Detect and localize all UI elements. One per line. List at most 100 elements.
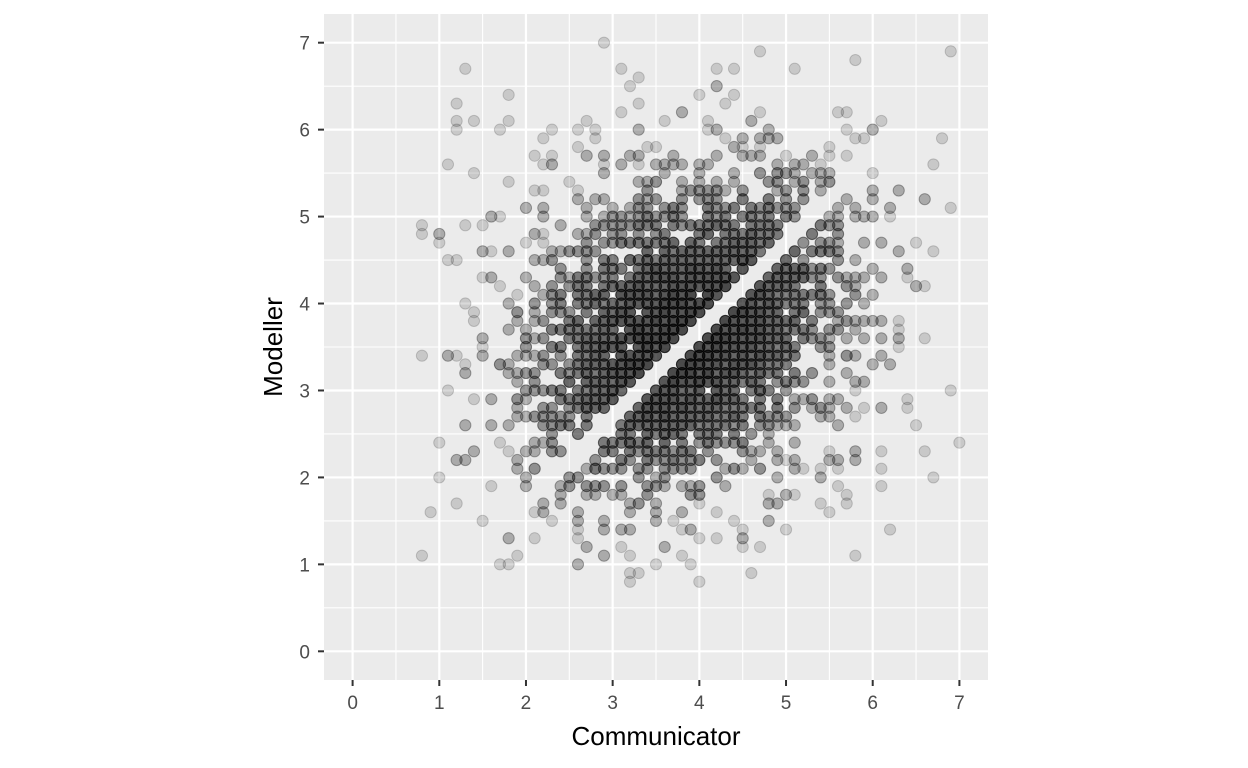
data-point [571, 366, 585, 380]
data-point [580, 480, 593, 493]
data-point [563, 375, 576, 388]
data-point [693, 480, 706, 493]
data-point [667, 514, 680, 527]
data-point [571, 384, 585, 397]
data-point [545, 384, 559, 397]
data-point [580, 306, 593, 319]
data-point [485, 245, 498, 258]
data-point [563, 401, 576, 414]
data-point [571, 471, 585, 484]
data-point [571, 323, 585, 336]
data-point [909, 419, 923, 432]
data-point [823, 375, 836, 388]
data-point [580, 384, 593, 397]
data-point [485, 419, 498, 432]
data-point [589, 453, 602, 467]
data-point [571, 349, 585, 362]
data-point [554, 445, 567, 458]
data-point [433, 227, 446, 241]
data-point [771, 497, 784, 510]
data-point [918, 445, 931, 458]
data-point [537, 401, 550, 414]
data-point [554, 419, 567, 432]
data-point [580, 410, 593, 423]
data-point [511, 314, 524, 328]
data-point [571, 323, 585, 336]
data-point [658, 227, 671, 241]
data-point [580, 245, 593, 258]
data-point [805, 149, 819, 162]
data-point [849, 410, 862, 423]
data-point [554, 419, 567, 432]
data-point [710, 123, 723, 136]
data-point [571, 514, 585, 527]
data-point [545, 358, 559, 371]
data-point [632, 97, 645, 110]
data-point [519, 349, 533, 362]
data-point [571, 280, 585, 293]
data-point [519, 332, 533, 345]
data-point [615, 158, 628, 171]
data-point [563, 393, 576, 406]
data-point [554, 219, 567, 232]
data-point [875, 401, 888, 414]
data-point [779, 410, 793, 423]
data-point [545, 245, 559, 258]
data-point [571, 558, 585, 571]
data-point [545, 288, 559, 301]
data-point [762, 193, 775, 206]
data-point [537, 497, 550, 510]
data-point [519, 393, 533, 406]
data-point [710, 471, 723, 484]
data-point [511, 349, 524, 362]
data-point [840, 366, 853, 380]
data-point [580, 245, 593, 258]
data-point [528, 375, 541, 388]
data-point [580, 236, 593, 249]
data-point [762, 488, 775, 501]
data-point [545, 306, 559, 319]
data-point [597, 549, 611, 562]
data-point [485, 480, 498, 493]
data-point [571, 384, 585, 397]
data-point [589, 462, 602, 475]
data-point [580, 340, 593, 354]
data-point [554, 219, 567, 232]
data-point [545, 340, 559, 354]
data-point [580, 366, 593, 380]
data-point [563, 410, 576, 423]
data-point [771, 132, 784, 145]
data-point [831, 480, 845, 493]
data-point [519, 471, 533, 484]
data-point [580, 401, 593, 414]
data-point [866, 358, 879, 371]
data-point [571, 227, 585, 241]
data-point [545, 245, 559, 258]
data-point [736, 184, 749, 197]
data-point [710, 506, 723, 519]
data-point [415, 227, 429, 241]
data-point [537, 236, 550, 249]
data-point [519, 410, 533, 423]
data-point [554, 366, 567, 380]
data-point [545, 297, 559, 310]
data-point [528, 410, 541, 423]
data-point [571, 366, 585, 380]
data-point [528, 297, 541, 310]
data-point [589, 480, 602, 493]
data-point [736, 132, 749, 145]
data-point [537, 506, 550, 519]
data-point [649, 193, 663, 206]
data-point [571, 558, 585, 571]
data-point [493, 280, 507, 293]
data-point [528, 297, 541, 310]
data-point [589, 480, 602, 493]
data-point [649, 175, 663, 188]
data-point [823, 167, 836, 180]
data-point [537, 349, 550, 362]
data-point [580, 375, 593, 388]
data-point [571, 193, 585, 206]
data-point [727, 62, 741, 75]
data-point [580, 375, 593, 388]
data-point [918, 280, 931, 293]
